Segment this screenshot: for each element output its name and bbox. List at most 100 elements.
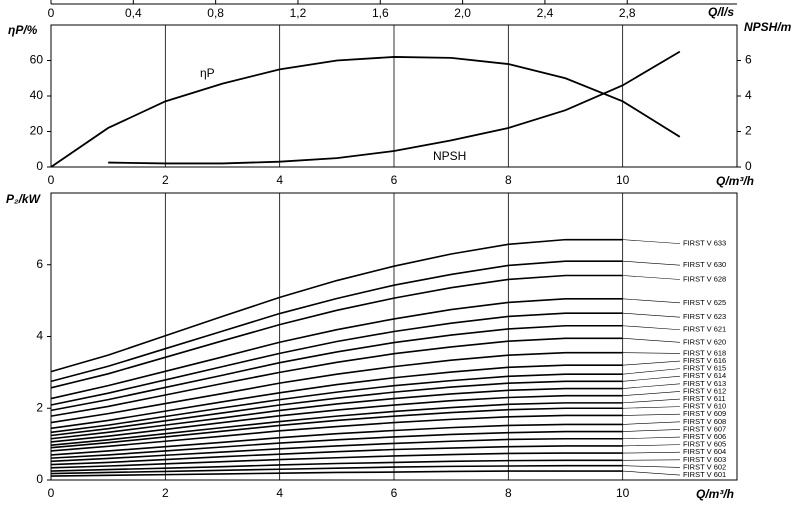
series-line — [50, 238, 623, 373]
series-line — [50, 407, 623, 449]
series-label: FIRST V 609 — [683, 409, 726, 418]
x2-tick-label: 0,4 — [125, 6, 142, 20]
y2-tick-label: 6 — [745, 53, 752, 67]
y-tick-label: 60 — [30, 53, 44, 67]
axis-title: P₂/kW — [6, 192, 42, 206]
series-line — [50, 324, 623, 412]
leader-line — [622, 444, 681, 447]
series-line — [50, 337, 623, 417]
series-label: FIRST V 615 — [683, 364, 726, 373]
series-line — [50, 387, 623, 440]
series-line — [50, 423, 623, 456]
series-line — [50, 260, 623, 383]
x2-tick-label: 0,8 — [207, 6, 224, 20]
series-line — [50, 437, 623, 463]
x-tick-label: 8 — [505, 173, 512, 187]
x2-tick-label: 2,8 — [619, 6, 636, 20]
series-line — [50, 470, 623, 477]
y2-tick-label: 0 — [745, 159, 752, 173]
series-label: FIRST V 612 — [683, 386, 726, 395]
series-label: FIRST V 633 — [683, 239, 726, 248]
series-label: NPSH — [433, 149, 466, 163]
x-tick-label: 8 — [505, 486, 512, 500]
x-tick-label: 6 — [391, 486, 398, 500]
y-tick-label: 2 — [36, 400, 43, 414]
leader-line — [622, 275, 681, 280]
series-label: FIRST V 607 — [683, 424, 726, 433]
series-label: FIRST V 618 — [683, 348, 726, 357]
series-line — [50, 414, 623, 452]
leader-line — [622, 465, 681, 468]
series-label: FIRST V 606 — [683, 432, 726, 441]
leader-line — [622, 451, 681, 454]
y2-tick-label: 4 — [745, 88, 752, 102]
x-tick-label: 2 — [162, 173, 169, 187]
series-line — [50, 312, 623, 406]
series-label: FIRST V 602 — [683, 462, 726, 471]
series-label: FIRST V 620 — [683, 337, 726, 346]
leader-line — [622, 360, 681, 366]
series-label: FIRST V 621 — [683, 325, 726, 334]
series-line — [50, 274, 623, 389]
leader-line — [622, 421, 681, 425]
x2-tick-label: 0 — [48, 6, 55, 20]
axis-title: Q/m³/h — [696, 487, 734, 501]
leader-line — [622, 325, 681, 331]
series-line — [50, 56, 681, 168]
leader-line — [622, 383, 681, 389]
leader-line — [622, 298, 681, 304]
leader-line — [622, 239, 681, 244]
series-line — [50, 351, 623, 424]
leader-line — [622, 375, 681, 382]
series-label: FIRST V 613 — [683, 379, 726, 388]
axis-title: Q/m³/h — [716, 174, 754, 188]
leader-line — [622, 312, 681, 318]
x-tick-label: 0 — [48, 173, 55, 187]
series-label: FIRST V 628 — [683, 274, 726, 283]
axis-title: ηP/% — [8, 23, 38, 37]
y-tick-label: 0 — [36, 159, 43, 173]
series-line — [50, 298, 623, 400]
series-label: FIRST V 601 — [683, 470, 726, 479]
x2-tick-label: 1,2 — [290, 6, 307, 20]
series-line — [50, 430, 623, 459]
leader-line — [622, 260, 681, 266]
series-line — [50, 452, 623, 469]
series-line — [50, 380, 623, 437]
series-line — [50, 464, 623, 475]
x-tick-label: 10 — [616, 486, 630, 500]
leader-line — [622, 398, 681, 404]
x2-tick-label: 2,4 — [537, 6, 554, 20]
leader-line — [622, 337, 681, 343]
series-label: FIRST V 616 — [683, 356, 726, 365]
x2-tick-label: 1,6 — [372, 6, 389, 20]
leader-line — [622, 429, 681, 432]
y-tick-label: 20 — [30, 124, 44, 138]
leader-line — [622, 368, 681, 375]
x-tick-label: 0 — [48, 486, 55, 500]
series-line — [108, 50, 681, 165]
axis-title: Q/l/s — [708, 5, 734, 19]
y-tick-label: 4 — [36, 329, 43, 343]
x2-tick-label: 2,0 — [454, 6, 471, 20]
y-tick-label: 40 — [30, 88, 44, 102]
y-tick-label: 6 — [36, 257, 43, 271]
y-tick-label: 0 — [36, 472, 43, 486]
leader-line — [622, 406, 681, 409]
leader-line — [622, 413, 681, 416]
series-label: FIRST V 614 — [683, 371, 726, 380]
series-label: FIRST V 630 — [683, 260, 726, 269]
x-tick-label: 4 — [276, 173, 283, 187]
leader-line — [622, 352, 681, 354]
y2-tick-label: 2 — [745, 124, 752, 138]
series-label: FIRST V 608 — [683, 417, 726, 426]
series-line — [50, 402, 623, 446]
series-label: ηP — [200, 66, 215, 80]
series-label: FIRST V 603 — [683, 455, 726, 464]
series-line — [50, 394, 623, 443]
series-label: FIRST V 611 — [683, 394, 726, 403]
series-label: FIRST V 605 — [683, 440, 726, 449]
series-label: FIRST V 623 — [683, 312, 726, 321]
x-tick-label: 2 — [162, 486, 169, 500]
